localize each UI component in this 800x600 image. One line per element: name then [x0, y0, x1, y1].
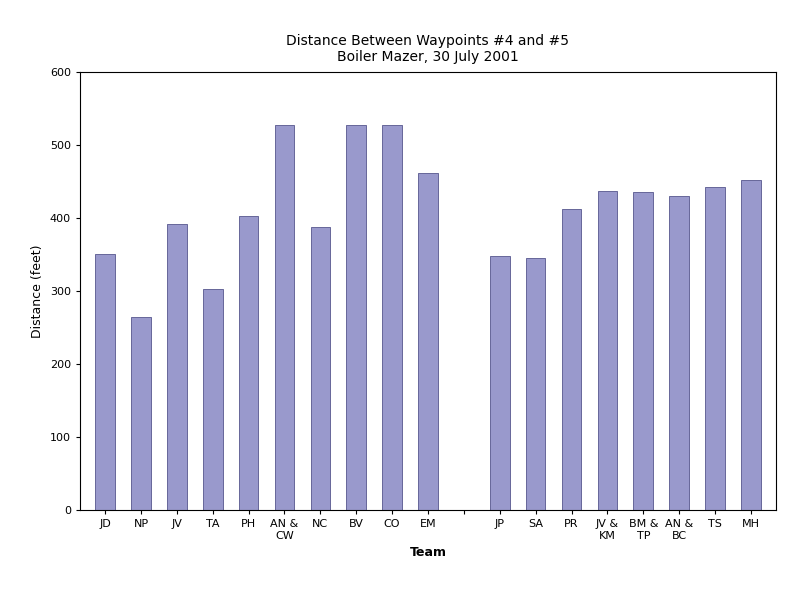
- Bar: [167, 224, 186, 510]
- Bar: [562, 209, 582, 510]
- Bar: [310, 227, 330, 510]
- Bar: [741, 180, 761, 510]
- Bar: [418, 173, 438, 510]
- Y-axis label: Distance (feet): Distance (feet): [31, 244, 44, 338]
- Bar: [490, 256, 510, 510]
- Bar: [274, 125, 294, 510]
- Bar: [670, 196, 689, 510]
- Bar: [382, 125, 402, 510]
- Bar: [131, 317, 151, 510]
- Bar: [526, 258, 546, 510]
- Bar: [203, 289, 222, 510]
- Bar: [346, 125, 366, 510]
- Bar: [705, 187, 725, 510]
- Bar: [598, 191, 618, 510]
- Bar: [238, 216, 258, 510]
- Title: Distance Between Waypoints #4 and #5
Boiler Mazer, 30 July 2001: Distance Between Waypoints #4 and #5 Boi…: [286, 34, 570, 64]
- X-axis label: Team: Team: [410, 546, 446, 559]
- Bar: [95, 254, 115, 510]
- Bar: [634, 193, 653, 510]
